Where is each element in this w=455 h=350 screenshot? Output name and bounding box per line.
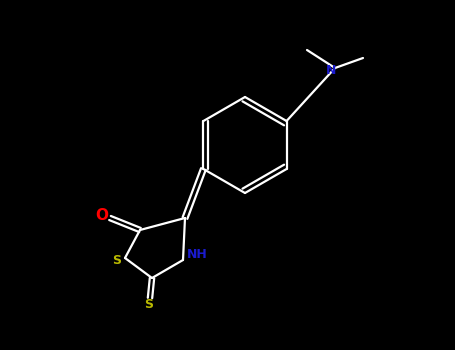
Text: S: S — [145, 299, 153, 312]
Text: S: S — [112, 254, 121, 267]
Text: N: N — [326, 63, 336, 77]
Text: NH: NH — [187, 247, 207, 260]
Text: O: O — [96, 209, 108, 224]
